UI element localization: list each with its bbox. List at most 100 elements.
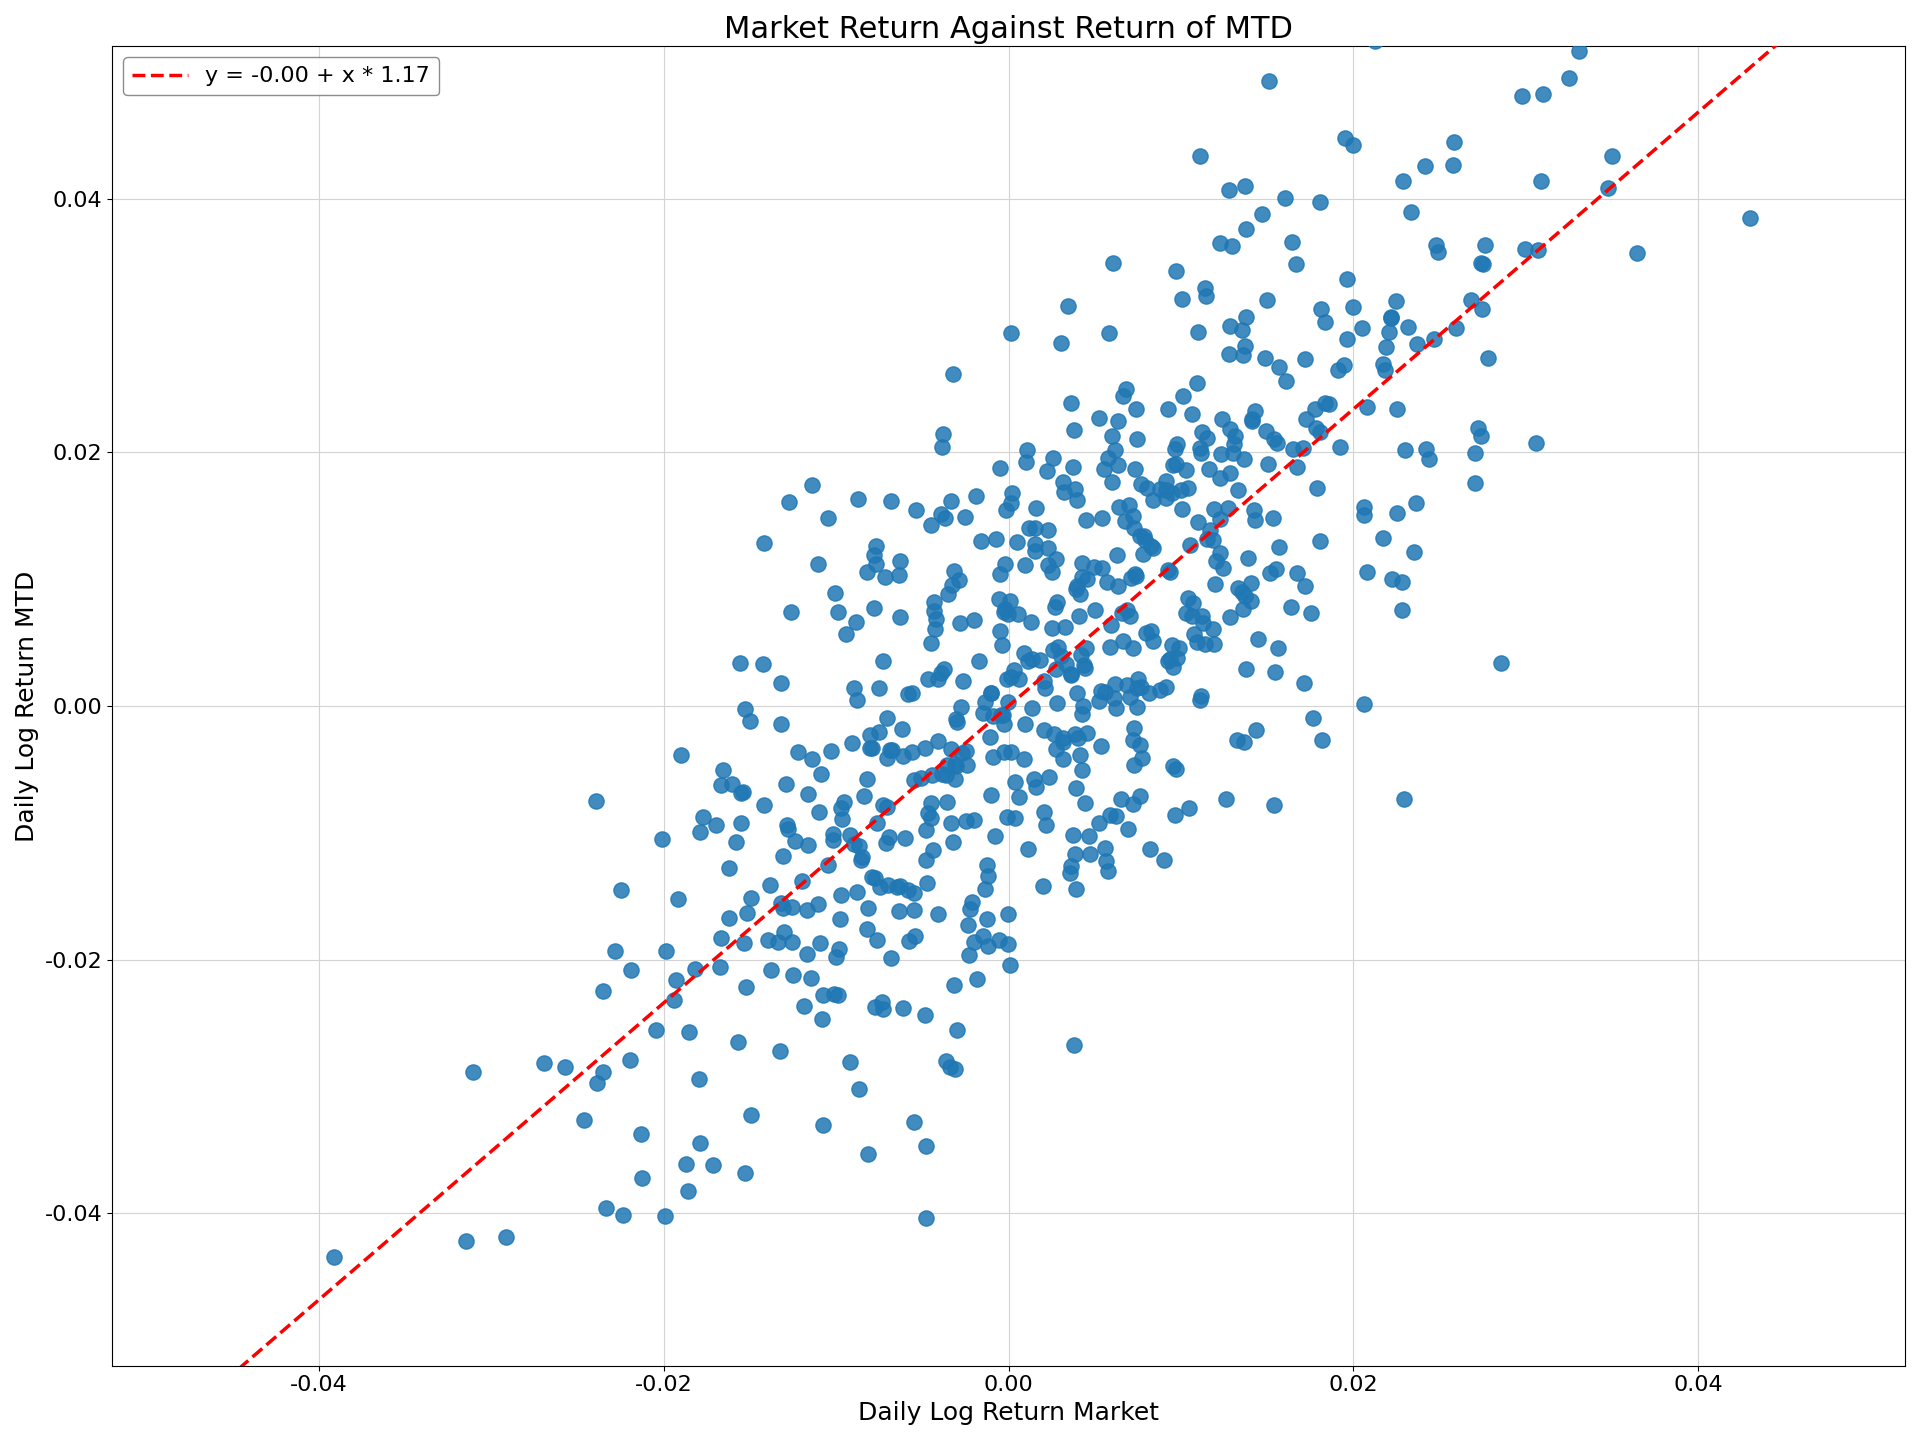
Point bbox=[1261, 557, 1292, 580]
Point bbox=[1052, 294, 1083, 317]
Point bbox=[925, 763, 956, 786]
Point bbox=[1240, 719, 1271, 742]
Point bbox=[1438, 154, 1469, 177]
Point bbox=[839, 677, 870, 700]
Point bbox=[1087, 556, 1117, 579]
Point bbox=[985, 704, 1016, 727]
Point bbox=[1062, 490, 1092, 513]
Point bbox=[835, 824, 866, 847]
Point bbox=[1622, 240, 1653, 264]
Point bbox=[1173, 586, 1204, 609]
Point bbox=[1300, 397, 1331, 420]
Point bbox=[1185, 688, 1215, 711]
Point bbox=[1528, 84, 1559, 107]
Y-axis label: Daily Log Return MTD: Daily Log Return MTD bbox=[15, 570, 38, 842]
Point bbox=[1008, 747, 1039, 770]
Point bbox=[970, 690, 1000, 713]
Point bbox=[803, 552, 833, 575]
Point bbox=[1000, 806, 1031, 829]
Point bbox=[787, 870, 818, 893]
Point bbox=[774, 491, 804, 514]
Point bbox=[864, 721, 895, 744]
Point bbox=[1252, 289, 1283, 312]
Point bbox=[1536, 0, 1567, 22]
Point bbox=[1277, 596, 1308, 619]
Point bbox=[987, 703, 1018, 726]
Point bbox=[991, 498, 1021, 521]
Point bbox=[1198, 618, 1229, 641]
Point bbox=[856, 737, 887, 760]
Point bbox=[1079, 598, 1110, 621]
Point bbox=[977, 746, 1008, 769]
Point bbox=[954, 899, 985, 922]
Point bbox=[820, 946, 851, 969]
Point bbox=[952, 913, 983, 936]
Point bbox=[1144, 678, 1175, 701]
Point bbox=[968, 924, 998, 948]
Point bbox=[588, 979, 618, 1002]
Point bbox=[1004, 667, 1035, 690]
Point bbox=[591, 1197, 622, 1220]
Point bbox=[1396, 200, 1427, 223]
Point bbox=[1087, 507, 1117, 530]
Point bbox=[899, 768, 929, 791]
Point bbox=[1277, 438, 1308, 461]
Point bbox=[916, 806, 947, 829]
Point bbox=[747, 652, 778, 675]
Point bbox=[1254, 69, 1284, 92]
Point bbox=[1346, 317, 1377, 340]
Point bbox=[1215, 461, 1246, 484]
Point bbox=[457, 1061, 488, 1084]
Point bbox=[1083, 812, 1114, 835]
Point bbox=[841, 880, 872, 903]
Point bbox=[803, 893, 833, 916]
Point bbox=[1736, 206, 1766, 229]
Point bbox=[1377, 567, 1407, 590]
Point bbox=[1025, 648, 1056, 671]
Point bbox=[1304, 420, 1334, 444]
Point bbox=[1465, 425, 1496, 448]
Point bbox=[983, 588, 1014, 611]
Point bbox=[939, 973, 970, 996]
Point bbox=[1112, 674, 1142, 697]
Point bbox=[705, 926, 735, 949]
Point bbox=[616, 959, 647, 982]
Point bbox=[607, 1202, 637, 1225]
Point bbox=[996, 740, 1027, 763]
Point bbox=[868, 649, 899, 672]
Point bbox=[1263, 356, 1294, 379]
Point bbox=[1154, 648, 1185, 671]
Point bbox=[910, 1004, 941, 1027]
Point bbox=[705, 773, 735, 796]
Point bbox=[1158, 655, 1188, 678]
Point bbox=[998, 658, 1029, 681]
Point bbox=[1094, 804, 1125, 827]
Point bbox=[1100, 439, 1131, 462]
Point bbox=[1553, 66, 1584, 89]
Point bbox=[1144, 478, 1175, 501]
Point bbox=[893, 878, 924, 901]
Point bbox=[1455, 288, 1486, 311]
Point bbox=[1029, 719, 1060, 742]
Point bbox=[1150, 675, 1181, 698]
Point bbox=[975, 681, 1006, 704]
Point bbox=[1302, 418, 1332, 441]
Point bbox=[776, 600, 806, 624]
Point bbox=[674, 1021, 705, 1044]
Point bbox=[887, 744, 918, 768]
Point bbox=[899, 1110, 929, 1133]
Point bbox=[1371, 336, 1402, 359]
Point bbox=[1121, 397, 1152, 420]
Point bbox=[916, 791, 947, 814]
Point bbox=[1135, 534, 1165, 557]
Point bbox=[791, 899, 822, 922]
Point bbox=[1338, 295, 1369, 318]
Point bbox=[852, 896, 883, 919]
Point bbox=[1204, 541, 1235, 564]
Point bbox=[1206, 442, 1236, 465]
Point bbox=[1039, 721, 1069, 744]
Point bbox=[1110, 377, 1140, 400]
Point bbox=[939, 1057, 970, 1080]
Point bbox=[1160, 757, 1190, 780]
Point bbox=[1171, 458, 1202, 481]
